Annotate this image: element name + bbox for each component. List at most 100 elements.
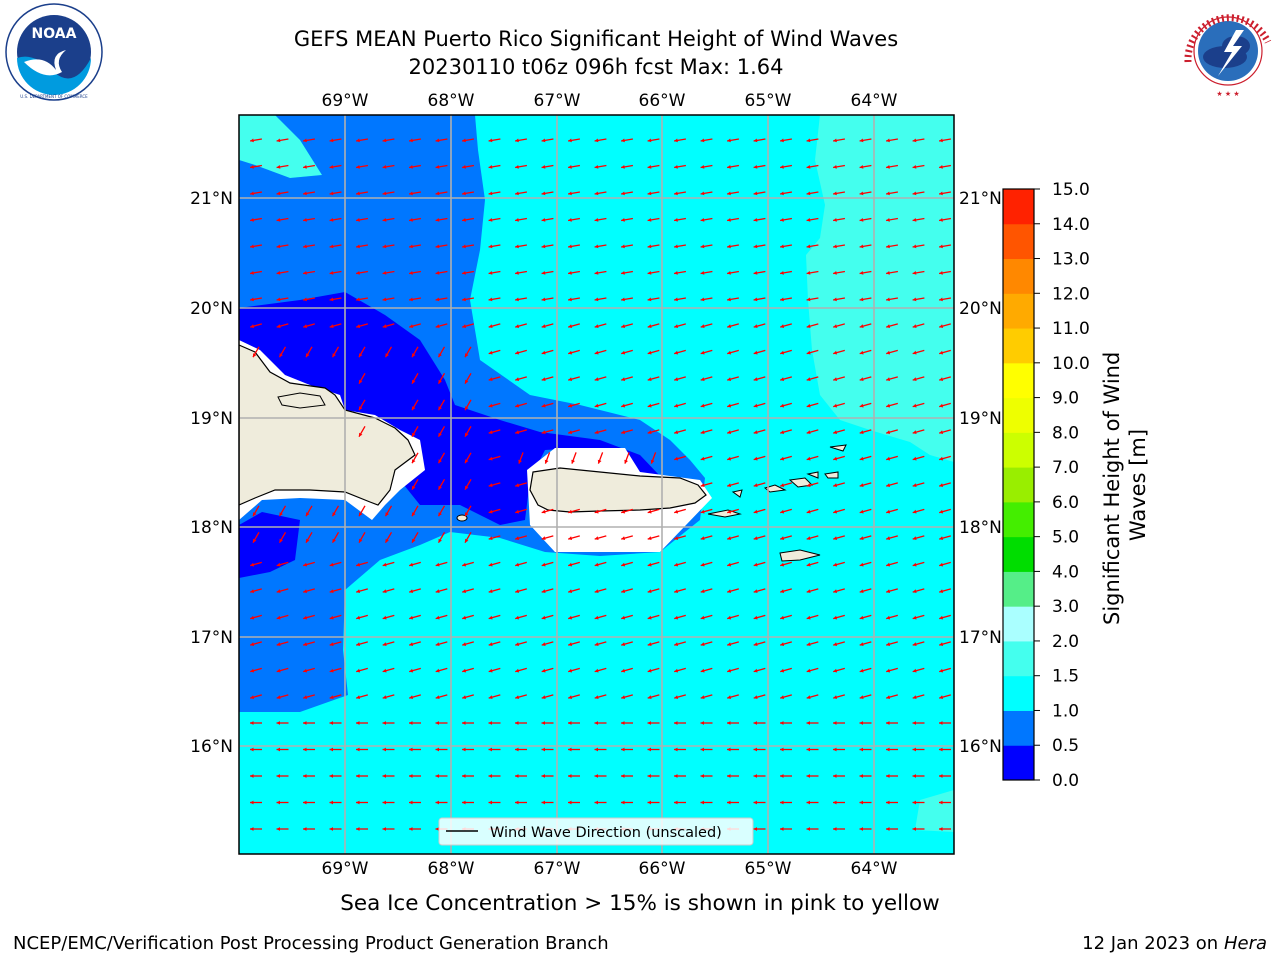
wave-direction-arrowhead	[700, 244, 705, 249]
wave-direction-arrowhead	[462, 191, 466, 196]
lat-label: 19°N	[959, 409, 1002, 429]
colorbar-tick-label: 4.0	[1052, 562, 1079, 582]
wave-direction-arrowhead	[594, 297, 599, 302]
wave-direction-arrowhead	[303, 244, 307, 249]
wave-direction-arrowhead	[806, 138, 811, 143]
wave-direction-arrowhead	[435, 589, 440, 593]
wave-direction-arrowhead	[594, 377, 599, 381]
wave-direction-arrowhead	[329, 218, 334, 222]
wave-direction-arrowhead	[382, 668, 387, 673]
wave-direction-arrowhead	[753, 509, 758, 514]
wave-direction-arrowhead	[568, 350, 573, 355]
wave-direction-arrowhead	[568, 165, 572, 169]
wave-direction-arrowhead	[700, 509, 705, 514]
wave-direction-arrowhead	[329, 271, 334, 275]
wave-direction-arrowhead	[647, 244, 652, 249]
wave-direction-arrowhead	[886, 350, 891, 355]
colorbar-segment	[1003, 189, 1034, 225]
wave-direction-arrowhead	[912, 615, 917, 620]
wave-direction-arrowhead	[515, 615, 520, 620]
lon-label: 68°W	[428, 91, 475, 111]
wave-direction-arrowhead	[276, 642, 281, 646]
wave-direction-arrowhead	[488, 271, 493, 275]
wave-direction-arrowhead	[833, 297, 837, 302]
wave-direction-arrowhead	[886, 297, 890, 302]
wave-direction-arrowhead	[435, 297, 440, 302]
wave-direction-arrowhead	[674, 165, 678, 169]
wave-direction-arrowhead	[753, 191, 758, 196]
wave-direction-arrowhead	[647, 536, 652, 540]
wave-direction-arrowhead	[780, 827, 784, 831]
wave-direction-arrowhead	[886, 615, 891, 620]
wave-direction-arrowhead	[488, 800, 492, 805]
wave-direction-arrowhead	[674, 324, 679, 328]
wave-direction-arrowhead	[647, 589, 652, 593]
wave-direction-arrowhead	[438, 432, 442, 437]
wave-direction-arrowhead	[276, 297, 281, 302]
wave-direction-arrowhead	[594, 191, 599, 196]
wave-direction-arrowhead	[276, 589, 281, 593]
wave-direction-arrowhead	[727, 324, 732, 328]
wave-direction-arrowhead	[303, 668, 308, 673]
lon-label: 66°W	[639, 91, 686, 111]
lat-label: 16°N	[959, 737, 1002, 757]
wave-direction-arrowhead	[833, 483, 838, 487]
wave-direction-arrowhead	[594, 642, 599, 646]
wave-direction-arrowhead	[912, 695, 917, 699]
wave-direction-arrowhead	[276, 138, 281, 143]
wave-direction-arrowhead	[356, 297, 360, 302]
wave-direction-arrowhead	[515, 377, 520, 381]
wave-direction-arrowhead	[727, 747, 731, 752]
wave-direction-arrowhead	[329, 800, 333, 805]
wave-direction-arrowhead	[541, 642, 546, 646]
wave-direction-arrowhead	[727, 642, 732, 646]
lon-label: 69°W	[322, 91, 369, 111]
wave-direction-arrowhead	[833, 350, 838, 355]
wave-direction-arrowhead	[462, 695, 467, 699]
lat-labels-right: 21°N 20°N 19°N 18°N 17°N 16°N	[959, 189, 1002, 757]
wave-direction-arrowhead	[674, 668, 679, 673]
wave-direction-arrowhead	[409, 695, 414, 699]
wave-direction-arrowhead	[385, 538, 389, 543]
wave-direction-arrowhead	[886, 536, 891, 540]
lon-labels-bottom: 69°W 68°W 67°W 66°W 65°W 64°W	[322, 859, 898, 879]
wave-direction-arrowhead	[674, 615, 679, 620]
wave-direction-arrowhead	[594, 271, 599, 275]
wave-direction-arrowhead	[435, 774, 439, 778]
wave-direction-arrowhead	[409, 747, 413, 752]
wave-direction-arrowhead	[276, 271, 281, 275]
wave-direction-arrowhead	[753, 562, 758, 567]
wave-direction-arrowhead	[306, 512, 310, 517]
wave-direction-arrowhead	[753, 721, 757, 725]
wave-direction-arrowhead	[250, 191, 254, 196]
wave-direction-arrowhead	[727, 218, 731, 222]
wave-direction-arrowhead	[250, 165, 254, 169]
wave-direction-arrowhead	[306, 538, 310, 543]
wave-direction-arrowhead	[515, 297, 519, 302]
wave-direction-arrowhead	[727, 377, 732, 381]
wave-direction-arrowhead	[515, 324, 520, 328]
wave-direction-arrowhead	[438, 379, 442, 384]
wave-direction-arrowhead	[359, 353, 363, 358]
wave-direction-arrowhead	[859, 695, 864, 699]
wave-direction-arrowhead	[541, 695, 546, 699]
wave-direction-arrowhead	[647, 377, 652, 381]
wave-direction-arrowhead	[356, 642, 361, 646]
wave-direction-arrowhead	[332, 512, 336, 517]
wave-direction-arrowhead	[303, 589, 308, 593]
wave-direction-arrowhead	[250, 244, 254, 249]
colorbar-segment	[1003, 467, 1034, 503]
wave-direction-arrowhead	[541, 747, 545, 752]
colorbar-segment	[1003, 710, 1034, 746]
wave-direction-arrowhead	[674, 695, 679, 699]
colorbar-tick-label: 0.5	[1052, 736, 1079, 756]
wave-direction-arrowhead	[515, 165, 519, 169]
colorbar-tick-label: 6.0	[1052, 493, 1079, 513]
wave-direction-arrowhead	[886, 165, 890, 169]
wave-direction-arrowhead	[621, 615, 626, 620]
wave-direction-arrowhead	[594, 562, 599, 567]
wave-direction-arrowhead	[647, 350, 652, 355]
lon-label: 68°W	[428, 859, 475, 879]
wave-direction-arrowhead	[253, 538, 257, 543]
wave-direction-arrowhead	[780, 403, 785, 408]
